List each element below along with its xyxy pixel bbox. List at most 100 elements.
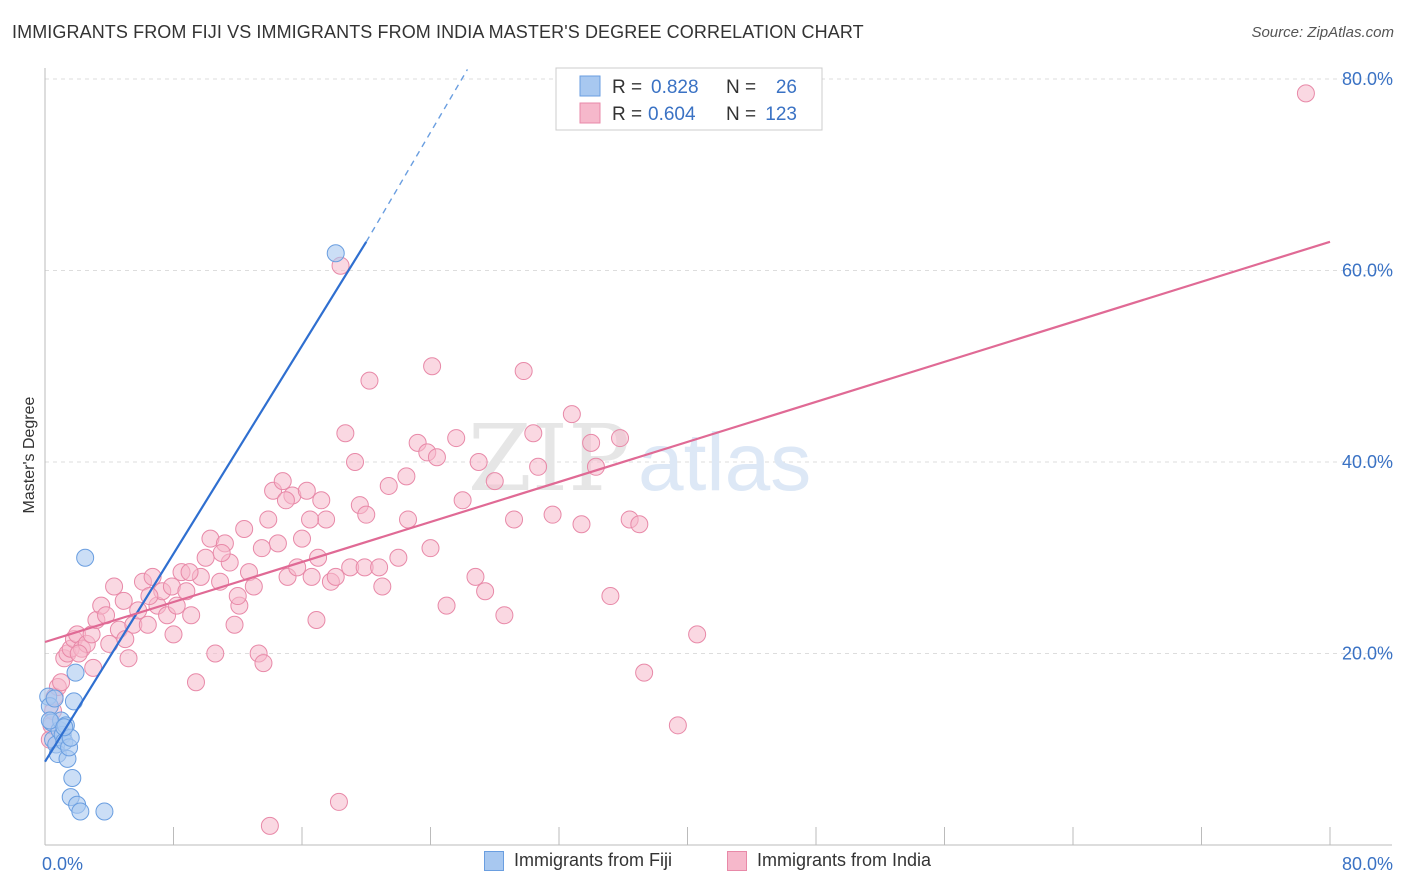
- india-point-25: [138, 615, 157, 634]
- y-tick-label-3: 80.0%: [1342, 69, 1393, 89]
- india-point-45: [235, 520, 254, 539]
- chart-title: IMMIGRANTS FROM FIJI VS IMMIGRANTS FROM …: [12, 22, 864, 42]
- legend-swatch-fiji: [579, 75, 601, 97]
- legend-n-value-india: 123: [765, 104, 797, 125]
- bottom-legend-swatch-fiji: [484, 850, 504, 871]
- india-point-100: [688, 625, 707, 644]
- fiji-trend-extension: [365, 69, 469, 243]
- india-point-5: [52, 673, 71, 692]
- legend-swatch-india: [579, 102, 601, 124]
- india-point-90: [562, 405, 581, 424]
- india-point-39: [206, 644, 225, 663]
- india-point-101: [1296, 84, 1315, 103]
- india-point-120: [453, 491, 472, 510]
- y-axis-label: Master's Degree: [21, 396, 38, 513]
- india-point-87: [524, 424, 543, 443]
- bottom-legend-item-india: Immigrants from India: [727, 850, 931, 871]
- legend-r-value-fiji: 0.828: [651, 77, 699, 98]
- watermark-atlas: atlas: [638, 417, 811, 508]
- india-point-118: [397, 467, 416, 486]
- india-point-72: [370, 558, 389, 577]
- india-point-71: [360, 371, 379, 390]
- india-point-64: [326, 567, 345, 586]
- india-point-84: [495, 606, 514, 625]
- legend-r-label-india: R =: [612, 104, 642, 125]
- legend-n-label-fiji: N =: [726, 77, 756, 98]
- legend-n-label-india: N =: [726, 104, 756, 125]
- x-tick-label-0: 0.0%: [42, 854, 83, 874]
- india-point-82: [466, 567, 485, 586]
- fiji-point-4: [45, 689, 64, 708]
- india-point-47: [244, 577, 263, 596]
- fiji-trend-line: [44, 241, 368, 763]
- stats-legend: R = 0.828 N = 26 R = 0.604 N = 123: [555, 67, 823, 131]
- india-point-43: [225, 615, 244, 634]
- india-point-18: [105, 577, 124, 596]
- india-point-59: [302, 567, 321, 586]
- fiji-point-21: [76, 548, 95, 567]
- india-point-102: [260, 816, 279, 835]
- india-point-112: [252, 539, 271, 558]
- bottom-legend-item-fiji: Immigrants from Fiji: [484, 850, 672, 871]
- india-point-97: [630, 515, 649, 534]
- india-point-62: [317, 510, 336, 529]
- india-point-20: [114, 591, 133, 610]
- bottom-legend-label-fiji: Immigrants from Fiji: [514, 850, 673, 870]
- india-point-121: [469, 453, 488, 471]
- y-tick-label-1: 40.0%: [1342, 452, 1393, 472]
- india-point-94: [601, 587, 620, 606]
- india-point-75: [399, 510, 418, 529]
- bottom-legend-label-india: Immigrants from India: [757, 850, 932, 870]
- india-point-49: [254, 654, 273, 673]
- x-tick-labels: 0.0% 80.0%: [42, 854, 1393, 874]
- india-point-79: [427, 448, 446, 467]
- india-point-88: [529, 457, 548, 476]
- trend-lines: [44, 69, 1331, 763]
- india-point-98: [635, 663, 654, 682]
- india-points: [40, 84, 1315, 835]
- india-point-66: [336, 424, 355, 443]
- india-point-74: [389, 548, 408, 567]
- source-label: Source: ZipAtlas.com: [1251, 24, 1394, 41]
- fiji-point-22: [95, 802, 114, 821]
- india-point-104: [69, 644, 88, 663]
- india-point-110: [212, 543, 231, 562]
- india-point-91: [572, 515, 591, 534]
- india-point-86: [514, 362, 533, 381]
- india-point-117: [373, 577, 392, 596]
- india-point-108: [164, 625, 183, 644]
- india-point-52: [268, 534, 287, 553]
- india-point-53: [273, 472, 292, 491]
- fiji-point-17: [66, 663, 85, 682]
- legend-n-value-fiji: 26: [776, 77, 797, 98]
- bottom-legend-swatch-india: [727, 850, 747, 871]
- india-point-85: [505, 510, 524, 529]
- india-point-103: [329, 792, 348, 811]
- india-point-61: [312, 491, 331, 510]
- fiji-point-23: [326, 244, 345, 263]
- india-point-37: [196, 548, 215, 567]
- india-point-35: [186, 673, 205, 692]
- gridlines: [45, 78, 1392, 654]
- india-point-92: [582, 433, 601, 452]
- india-point-89: [543, 505, 562, 524]
- india-point-113: [276, 491, 295, 510]
- india-point-58: [297, 481, 316, 500]
- india-point-111: [228, 587, 247, 606]
- india-point-119: [421, 539, 440, 558]
- fiji-point-15: [63, 768, 82, 787]
- bottom-legend: Immigrants from Fiji Immigrants from Ind…: [0, 850, 1406, 880]
- x-tick-label-1: 80.0%: [1342, 854, 1393, 874]
- watermark-zip: ZIP: [468, 405, 630, 512]
- india-point-81: [447, 429, 466, 448]
- india-point-116: [357, 505, 376, 524]
- legend-r-label-fiji: R =: [612, 77, 642, 98]
- india-point-73: [379, 476, 398, 495]
- india-trend-line: [44, 240, 1331, 644]
- india-point-83: [476, 582, 495, 601]
- india-point-95: [611, 429, 630, 448]
- india-point-21: [119, 649, 138, 668]
- india-point-109: [180, 563, 199, 582]
- india-point-57: [293, 529, 311, 548]
